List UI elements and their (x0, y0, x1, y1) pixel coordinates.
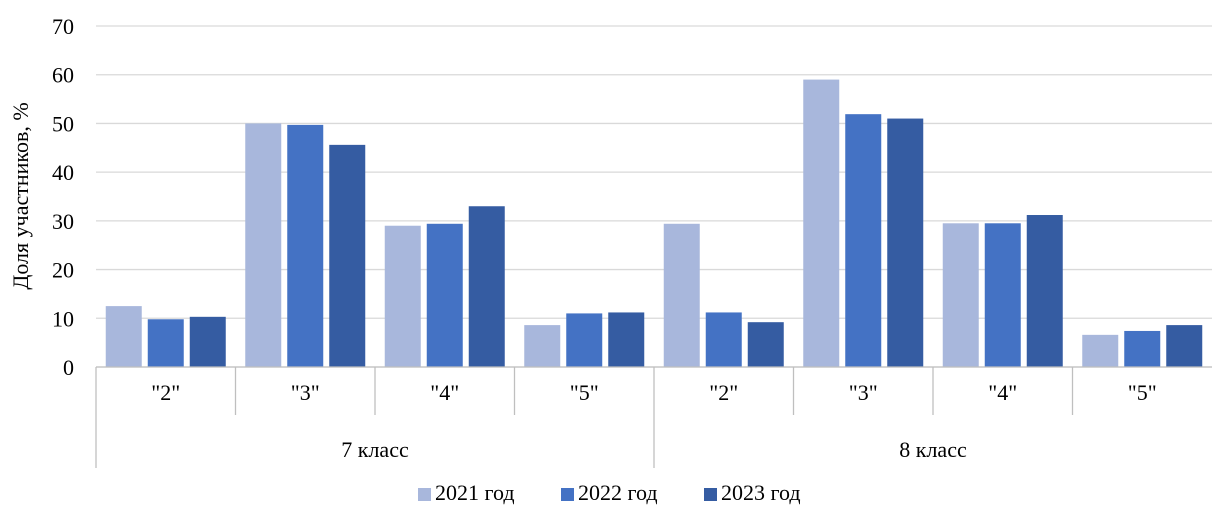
bar-2023-год (468, 206, 505, 367)
x-group-label: 7 класс (341, 437, 409, 462)
bar-2021-год (105, 306, 142, 367)
bar-2021-год (245, 123, 282, 367)
x-tick-label: "3" (291, 380, 320, 405)
bar-2022-год (705, 312, 742, 367)
y-tick-label: 50 (52, 111, 74, 136)
bar-2023-год (189, 316, 226, 367)
y-tick-label: 70 (52, 14, 74, 39)
bars (105, 79, 1203, 368)
bar-2023-год (887, 118, 924, 367)
x-tick-label: "2" (709, 380, 738, 405)
legend-label: 2023 год (721, 480, 801, 505)
bar-2022-год (984, 223, 1021, 367)
bar-2021-год (663, 223, 700, 367)
y-tick-label: 0 (63, 355, 74, 380)
x-tick-label: "4" (430, 380, 459, 405)
bar-2021-год (384, 225, 421, 367)
bar-2022-год (1124, 330, 1161, 367)
bar-2022-год (147, 319, 184, 367)
bar-2022-год (287, 124, 324, 367)
legend-label: 2022 год (578, 480, 658, 505)
x-tick-label: "4" (988, 380, 1017, 405)
bar-2022-год (426, 223, 463, 367)
x-tick-label: "5" (570, 380, 599, 405)
legend-swatch (561, 488, 574, 501)
bar-2023-год (608, 312, 645, 367)
y-tick-label: 60 (52, 63, 74, 88)
y-tick-label: 10 (52, 306, 74, 331)
bar-2021-год (524, 325, 561, 367)
x-tick-label: "5" (1128, 380, 1157, 405)
x-tick-label: "3" (849, 380, 878, 405)
y-axis-ticks: 0 10 20 30 40 50 60 70 (52, 14, 74, 380)
bar-2021-год (942, 223, 979, 367)
legend-label: 2021 год (435, 480, 515, 505)
bar-2021-год (1082, 334, 1119, 367)
bar-2023-год (1026, 215, 1063, 367)
bar-2023-год (329, 144, 366, 367)
y-axis-label: Доля участников, % (8, 102, 33, 289)
bar-2023-год (747, 322, 784, 367)
gridlines (96, 25, 1212, 368)
bar-2022-год (566, 313, 603, 367)
bar-2023-год (1166, 325, 1203, 367)
x-tick-label: "2" (151, 380, 180, 405)
y-tick-label: 20 (52, 258, 74, 283)
legend: 2021 год 2022 год 2023 год (418, 480, 801, 505)
bar-2021-год (803, 79, 840, 367)
x-group-label: 8 класс (899, 437, 967, 462)
legend-swatch (704, 488, 717, 501)
legend-swatch (418, 488, 431, 501)
bar-2022-год (845, 114, 882, 368)
y-tick-label: 30 (52, 209, 74, 234)
y-tick-label: 40 (52, 160, 74, 185)
x-axis: "2" "3" "4" "5" "2" "3" "4" "5" 7 класс 8 класс (95, 366, 1212, 468)
